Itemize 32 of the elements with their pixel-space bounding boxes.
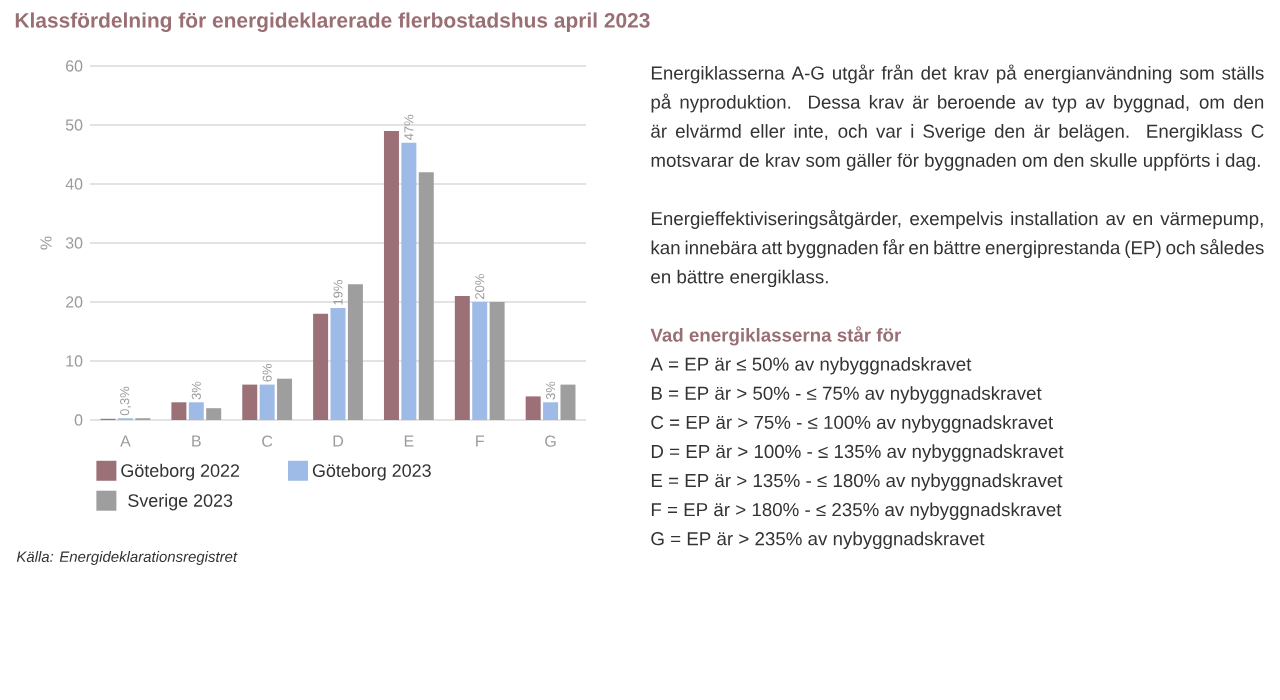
- text: A = EP är ≤ 50% av nybyggnadskravet: [650, 357, 972, 375]
- bar: [277, 378, 293, 420]
- bar: [206, 408, 222, 420]
- bar: [560, 384, 576, 420]
- text: B = EP är > 50% - ≤ 75% av nybyggnadskravet: [651, 386, 1042, 404]
- text: Vad energiklasserna står för: [650, 326, 901, 346]
- text: D = EP är > 100% - ≤ 135% av nybyggnadskravet: [651, 444, 1064, 462]
- text: C = EP är > 75% - ≤ 100% av nybyggnadskravet: [651, 415, 1053, 433]
- bar: [543, 402, 559, 420]
- bar: [330, 307, 346, 420]
- text: F = EP är > 180% - ≤ 235% av nybyggnadskravet: [651, 502, 1062, 520]
- bar: [401, 142, 417, 420]
- bar: [313, 313, 329, 420]
- bar: [188, 402, 204, 420]
- bar: [454, 296, 470, 420]
- bar: [525, 396, 541, 420]
- legend-label: Göteborg 2022: [121, 463, 240, 481]
- chart-title: Klassfördelning för energideklarerade flerbostadshus april 2023: [15, 12, 650, 32]
- bar: [259, 384, 275, 420]
- bar: [489, 302, 505, 420]
- bar: [418, 172, 434, 420]
- legend-label: Göteborg 2023: [312, 463, 431, 481]
- bar: [383, 130, 399, 420]
- bar: [347, 284, 363, 420]
- text: E = EP är > 135% - ≤ 180% av nybyggnadskravet: [651, 473, 1063, 491]
- bar: [171, 402, 187, 420]
- text: G = EP är > 235% av nybyggnadskravet: [651, 531, 985, 550]
- text: Energiklasserna A-G utgår från det krav på energianvändning som ställs på nyproduktion. Dessa krav är beroende av typ av byggnad, om den är elvärmd eller inte, och var i Sverige den är belägen. Energiklass C motsvarar de krav som gäller för byggnaden om den skulle uppförts i dag.: [651, 64, 1264, 171]
- bar: [472, 302, 488, 420]
- text: Energieffektiviseringsåtgärder, exempelvis installation av en värmepump, kan innebära att byggnaden får en bättre energiprestanda (EP) och således en bättre energiklass.: [651, 209, 1264, 288]
- legend-label: Sverige 2023: [128, 493, 233, 511]
- bar: [242, 384, 258, 420]
